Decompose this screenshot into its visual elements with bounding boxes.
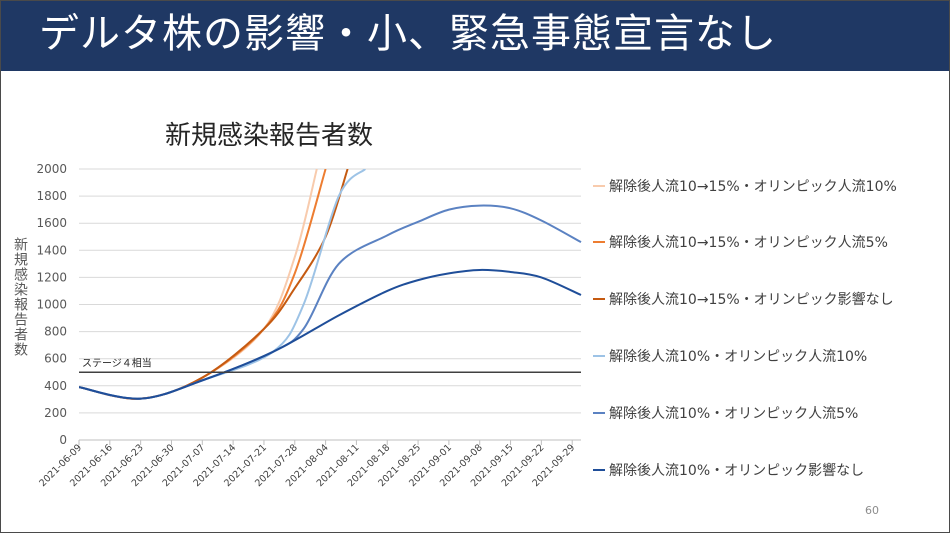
- legend-item: 解除後人流10%・オリンピック人流10%: [593, 345, 867, 367]
- y-tick-label: 0: [59, 433, 67, 447]
- y-tick-label: 600: [44, 352, 67, 366]
- legend-swatch: [593, 412, 605, 414]
- y-tick-label: 2000: [36, 162, 67, 176]
- series-line-5: [79, 204, 582, 400]
- legend-swatch: [593, 298, 605, 300]
- legend-label: 解除後人流10→15%・オリンピック人流10%: [609, 179, 897, 195]
- y-tick-label: 400: [44, 379, 67, 393]
- y-tick-label: 1600: [36, 216, 67, 230]
- chart-title: 新規感染報告者数: [165, 121, 374, 151]
- stage4-reference-label: ステージ４相当: [82, 356, 152, 369]
- y-tick-label: 1800: [36, 189, 67, 203]
- legend-item: 解除後人流10→15%・オリンピック人流10%: [593, 175, 897, 197]
- y-tick-label: 1400: [36, 243, 67, 257]
- y-axis-label: 新規感染報告者数: [12, 237, 28, 357]
- legend-swatch: [593, 355, 605, 357]
- title-bar: デルタ株の影響・小、緊急事態宣言なし: [1, 1, 949, 71]
- slide-title: デルタ株の影響・小、緊急事態宣言なし: [39, 11, 777, 57]
- legend-item: 解除後人流10→15%・オリンピック人流5%: [593, 231, 888, 253]
- legend-item: 解除後人流10%・オリンピック人流5%: [593, 402, 858, 424]
- page-number: 60: [865, 504, 879, 517]
- legend-swatch: [593, 469, 605, 471]
- legend-label: 解除後人流10%・オリンピック人流5%: [609, 406, 859, 422]
- legend-label: 解除後人流10→15%・オリンピック影響なし: [609, 292, 894, 308]
- y-tick-label: 1000: [36, 298, 67, 312]
- legend-label: 解除後人流10%・オリンピック人流10%: [609, 349, 868, 365]
- y-tick-label: 200: [44, 406, 67, 420]
- y-tick-label: 1200: [36, 270, 67, 284]
- legend-item: 解除後人流10%・オリンピック影響なし: [593, 459, 864, 481]
- series-line-6: [79, 268, 582, 400]
- legend-swatch: [593, 241, 605, 243]
- legend-label: 解除後人流10%・オリンピック影響なし: [609, 463, 865, 479]
- y-tick-label: 800: [44, 325, 67, 339]
- legend-item: 解除後人流10→15%・オリンピック影響なし: [593, 288, 894, 310]
- legend-label: 解除後人流10→15%・オリンピック人流5%: [609, 235, 888, 251]
- legend-swatch: [593, 185, 605, 187]
